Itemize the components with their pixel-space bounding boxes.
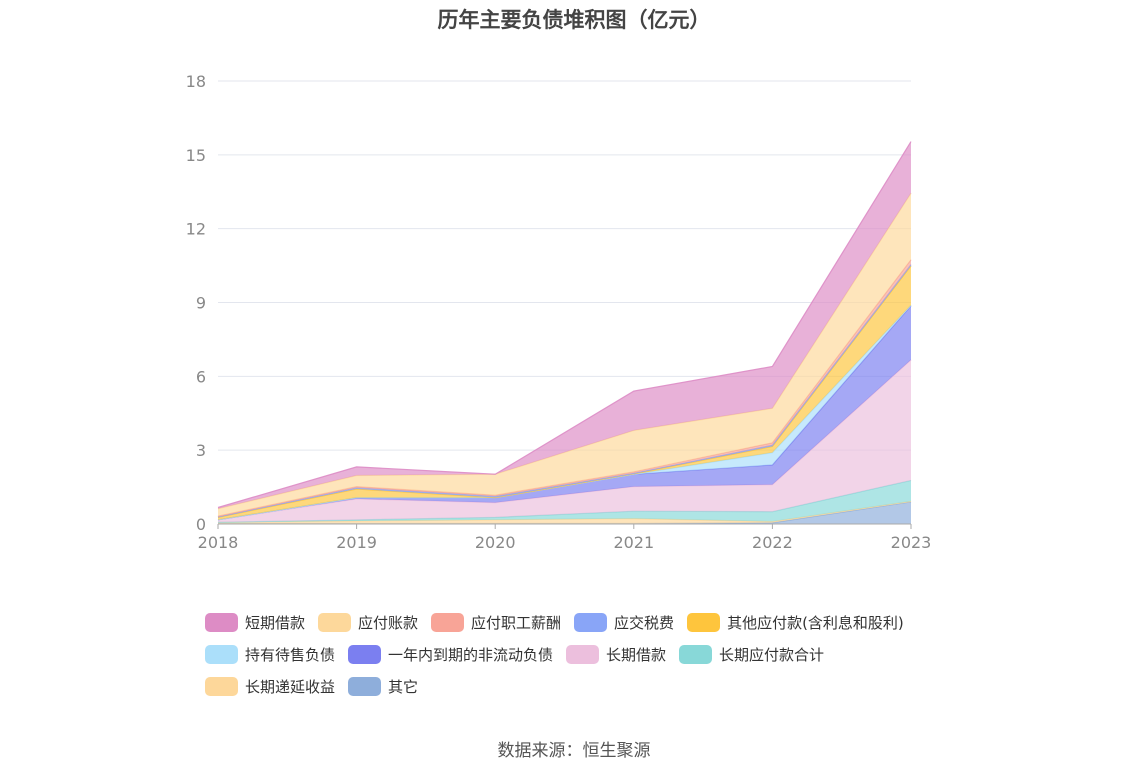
y-tick-label: 9	[196, 294, 206, 313]
y-tick-label: 12	[186, 220, 206, 239]
legend-swatch	[205, 612, 238, 632]
legend-row: 持有待售负债 一年内到期的非流动负债 长期借款 长期应付款合计	[205, 638, 1005, 670]
chart-legend: 短期借款 应付账款 应付职工薪酬 应交税费 其他应付款(含利息和股利) 持有待售负债 一年内…	[205, 606, 1005, 702]
x-tick-label: 2019	[336, 533, 377, 552]
legend-item[interactable]: 长期递延收益	[205, 676, 335, 697]
x-tick-label: 2018	[198, 533, 239, 552]
legend-item[interactable]: 其他应付款(含利息和股利)	[687, 612, 904, 633]
legend-label: 其他应付款(含利息和股利)	[727, 613, 904, 632]
area-series-9	[218, 193, 911, 517]
y-tick-label: 18	[186, 72, 206, 91]
legend-swatch	[205, 676, 238, 696]
legend-label: 应付账款	[358, 613, 419, 632]
legend-label: 一年内到期的非流动负债	[388, 645, 554, 664]
legend-label: 持有待售负债	[245, 645, 336, 664]
area-series-0	[218, 501, 911, 524]
legend-swatch	[679, 644, 713, 664]
area-series-6	[218, 265, 911, 520]
legend-item[interactable]: 应交税费	[574, 612, 674, 633]
y-tick-label: 3	[196, 441, 206, 460]
legend-row: 长期递延收益 其它	[205, 670, 1005, 702]
x-tick-label: 2020	[475, 533, 516, 552]
legend-item[interactable]: 短期借款	[205, 612, 305, 633]
legend-label: 应交税费	[614, 613, 675, 632]
stacked-area-chart: 0 3 6 9 12 15 18 2018 2019 2020 2021 2022 2023	[186, 72, 932, 552]
legend-swatch	[566, 644, 600, 664]
legend-swatch	[574, 612, 608, 632]
data-source-note: 数据来源：恒生聚源	[497, 741, 651, 761]
area-series-10	[218, 141, 911, 509]
legend-swatch	[205, 644, 238, 664]
legend-label: 短期借款	[245, 613, 306, 632]
legend-label: 长期借款	[606, 645, 667, 664]
legend-item[interactable]: 应付账款	[318, 612, 418, 633]
y-tick-label: 15	[186, 146, 206, 165]
area-series-edge-10	[217, 141, 912, 509]
legend-item[interactable]: 持有待售负债	[205, 644, 335, 665]
x-tick-label: 2021	[613, 533, 654, 552]
legend-swatch	[687, 612, 721, 632]
legend-label: 其它	[388, 677, 419, 696]
area-series-5	[218, 305, 911, 520]
legend-swatch	[348, 644, 382, 664]
y-tick-label: 6	[196, 367, 206, 386]
x-tick-label: 2022	[752, 533, 793, 552]
legend-swatch	[348, 676, 382, 696]
legend-item[interactable]: 应付职工薪酬	[431, 612, 561, 633]
legend-item[interactable]: 长期借款	[566, 644, 666, 665]
legend-item[interactable]: 长期应付款合计	[679, 644, 824, 665]
legend-swatch	[318, 612, 352, 632]
legend-label: 长期递延收益	[245, 677, 336, 696]
legend-label: 长期应付款合计	[719, 645, 825, 664]
legend-row: 短期借款 应付账款 应付职工薪酬 应交税费 其他应付款(含利息和股利)	[205, 606, 1005, 638]
legend-swatch	[431, 612, 465, 632]
legend-label: 应付职工薪酬	[471, 613, 562, 632]
legend-item[interactable]: 其它	[348, 676, 418, 697]
y-tick-label: 0	[196, 515, 206, 534]
legend-item[interactable]: 一年内到期的非流动负债	[348, 644, 553, 665]
x-tick-label: 2023	[891, 533, 932, 552]
chart-title: 历年主要负债堆积图（亿元）	[437, 8, 711, 32]
area-series-edge-1	[217, 500, 912, 523]
